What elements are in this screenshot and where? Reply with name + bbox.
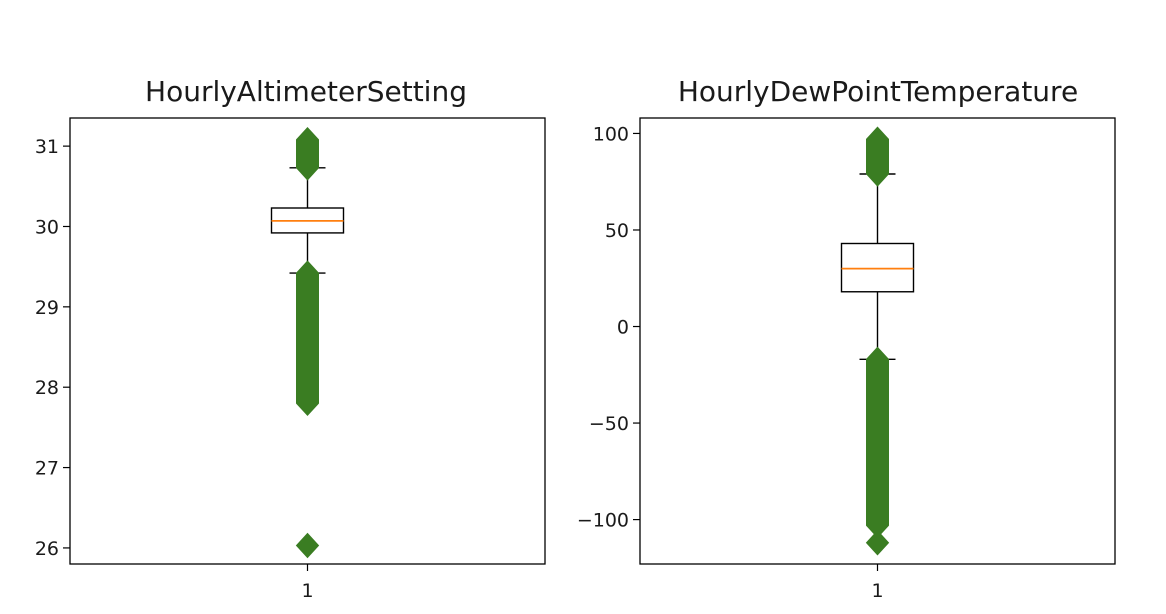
plot-frame: [69, 117, 546, 565]
y-tick-label: 29: [35, 297, 59, 319]
altimeter-marks: 26 27 28 29 30 31 1: [35, 126, 345, 602]
altimeter-panel: HourlyAltimeterSetting 26 27 28 29 30 31 1: [35, 75, 546, 602]
y-tick-label: −100: [577, 510, 629, 532]
outlier-markers: [866, 346, 889, 539]
outlier-markers: [296, 126, 319, 181]
x-tick-label: 1: [301, 580, 313, 602]
box: [840, 242, 915, 293]
chart-title: HourlyDewPointTemperature: [678, 75, 1078, 108]
dewpoint-panel: HourlyDewPointTemperature −100 −50 0 50 100 1: [577, 75, 1116, 602]
y-tick-label: 28: [35, 377, 59, 399]
plot-frame: [639, 117, 1116, 565]
outlier-point: [295, 532, 320, 559]
y-tick-label: 26: [35, 538, 59, 560]
outlier-point: [865, 530, 890, 556]
y-tick-label: 100: [593, 123, 629, 145]
y-tick-label: 50: [605, 220, 629, 242]
dewpoint-marks: −100 −50 0 50 100 1: [577, 123, 915, 602]
chart-title: HourlyAltimeterSetting: [145, 75, 467, 108]
outlier-markers: [296, 260, 319, 417]
y-tick-label: −50: [589, 413, 629, 435]
y-tick-label: 27: [35, 458, 59, 480]
outlier-markers: [866, 126, 889, 187]
y-tick-label: 31: [35, 136, 59, 158]
x-tick-label: 1: [871, 580, 883, 602]
y-tick-label: 30: [35, 216, 59, 238]
y-tick-label: 0: [617, 317, 629, 339]
